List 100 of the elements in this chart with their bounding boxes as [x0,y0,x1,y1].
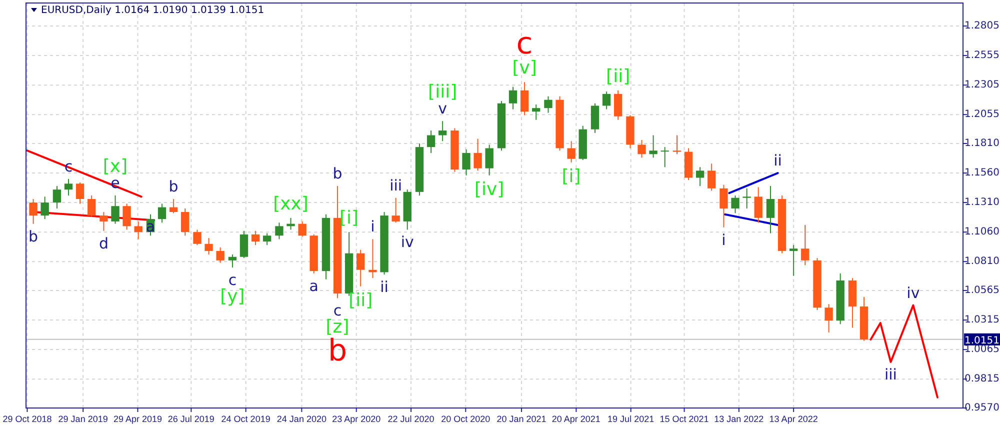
candlestick [766,186,775,234]
candlestick [111,194,120,224]
candlestick [438,120,447,142]
candlestick [638,139,646,158]
x-tick-label: 20 Jan 2021 [496,414,546,424]
candlestick [134,220,142,240]
y-tick-label: 1.1810 [964,138,1000,150]
x-tick-label: 23 Apr 2020 [332,414,381,424]
candlestick [696,166,704,187]
x-tick-label: 29 Apr 2019 [113,414,162,424]
candlestick [567,140,576,163]
annotation: a [309,276,318,295]
candlestick [801,224,810,266]
candlestick [474,138,482,172]
y-tick-label: 1.1560 [964,168,1000,179]
candlestick [193,229,202,246]
y-tick-label: 1.0810 [964,256,1000,268]
annotation: ii [380,278,388,296]
candlestick [40,196,49,220]
candlestick [262,232,272,246]
x-tick-label: 29 Oct 2018 [2,414,52,424]
candlestick [181,208,190,236]
line-series [870,304,938,398]
y-tick-label: 0.9570 [964,402,1000,414]
candlestick [731,194,740,214]
annotation: [i] [340,208,359,229]
candlestick [742,188,751,209]
annotation: [v] [512,58,537,79]
x-tick-label: 13 Jan 2022 [714,414,764,424]
annotation: [iv] [474,178,504,200]
candlestick [228,254,237,268]
y-tick-label: 1.1310 [964,197,1000,208]
candlestick [204,237,213,255]
x-tick-label: 22 Jul 2020 [388,414,434,424]
annotation: [x] [102,156,128,177]
annotation: d [98,234,108,252]
annotation: b [332,164,342,183]
x-tick-label: 24 Oct 2019 [221,414,270,424]
candlestick [52,186,62,209]
annotation: iv [906,284,920,302]
candlestick [87,194,96,218]
candlestick [216,246,224,264]
candlestick [824,304,833,333]
candlestick [122,203,131,230]
candlestick [76,182,84,204]
candlestick [720,184,728,228]
candlestick [485,144,494,176]
annotation: iv [400,233,414,252]
annotation: a [146,218,156,236]
candlestick [356,249,365,287]
y-tick-label: 1.2805 [964,20,1000,32]
annotation: iii [390,176,402,194]
candlestick [590,102,600,134]
annotation: [ii] [348,290,373,311]
candlestick [754,186,762,224]
candlestick [169,198,178,214]
x-tick-label: 13 Apr 2022 [769,414,818,424]
y-tick-label: 1.0315 [964,314,1000,326]
x-tick-label: 29 Jan 2019 [58,414,108,424]
annotation: i [370,218,375,236]
y-tick-label: 1.2555 [964,50,1000,62]
x-tick-label: 19 Jul 2021 [608,414,654,424]
x-tick-label: 26 Jul 2019 [168,414,214,424]
candlestick [602,91,611,110]
candlestick [532,104,540,120]
annotation: [xx] [273,193,308,214]
annotation: ii [774,152,782,170]
candlestick [660,146,669,168]
ref-line-label: 1.0151 [964,335,1000,346]
annotation: i [722,230,726,249]
candlestick [251,230,260,246]
candlestick [298,220,306,238]
candlestick [708,163,716,192]
y-tick-label: 1.0065 [964,344,1000,356]
candlestick [520,82,529,116]
y-tick-label: 1.2055 [964,109,1000,120]
y-tick-label: 1.2305 [964,80,1000,91]
candlestick [426,130,436,154]
annotation: iii [884,365,897,384]
candlestick [789,244,798,276]
y-tick-label: 0.9815 [964,374,1000,385]
candlestick [614,90,622,120]
candlestick [100,211,108,232]
candlestick [392,197,400,224]
x-tick-label: 15 Oct 2021 [660,414,709,424]
x-tick-label: 20 Apr 2021 [552,414,600,424]
candlestick [64,178,73,196]
x-tick-label: 20 Oct 2020 [441,414,490,424]
annotation: b [168,178,178,196]
annotation: b [28,227,38,246]
candlestick [649,134,658,158]
y-tick-label: 1.1060 [964,226,1000,238]
chart-title: EURUSD,Daily 1.0164 1.0190 1.0139 1.0151 [41,5,264,16]
candlestick [544,96,552,114]
candlestick [462,148,470,176]
candlestick [672,134,682,155]
annotation: [i] [562,166,581,187]
y-tick-label: 1.0565 [964,285,1000,296]
annotation: [ii] [606,66,630,87]
candlestick [158,203,166,224]
